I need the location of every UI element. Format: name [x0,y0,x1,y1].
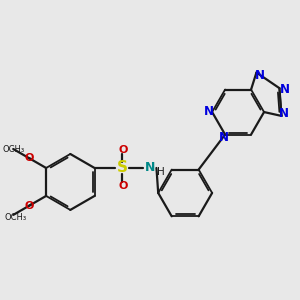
Text: N: N [254,69,264,82]
Text: O: O [24,201,34,211]
Text: N: N [279,83,290,96]
Text: O: O [24,153,34,163]
Text: N: N [204,105,214,118]
Text: OCH₃: OCH₃ [4,213,26,222]
Text: O: O [119,145,128,155]
Text: N: N [219,131,229,144]
Text: OCH₃: OCH₃ [2,145,24,154]
Text: S: S [117,160,128,175]
Text: N: N [278,107,289,120]
Text: N: N [145,161,156,175]
Text: H: H [157,167,164,177]
Text: O: O [119,181,128,191]
